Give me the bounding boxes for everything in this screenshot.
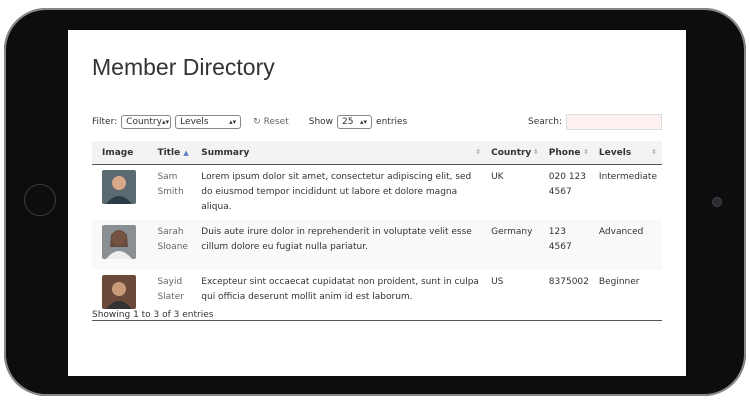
page-size-value: 25 bbox=[342, 117, 354, 127]
select-arrows-icon: ▴▾ bbox=[161, 118, 169, 126]
column-header-summary[interactable]: Summary ⬍ bbox=[196, 141, 487, 165]
column-header-levels[interactable]: Levels ⬍ bbox=[593, 141, 662, 165]
column-header-country[interactable]: Country ⬍ bbox=[486, 141, 544, 165]
reset-button[interactable]: ↻ Reset bbox=[253, 117, 289, 127]
member-summary: Lorem ipsum dolor sit amet, consectetur … bbox=[201, 172, 472, 212]
camera-icon bbox=[712, 197, 722, 207]
column-summary-label: Summary bbox=[201, 147, 250, 158]
levels-select-value: Levels bbox=[180, 117, 209, 127]
avatar bbox=[102, 170, 136, 204]
table-row: Sarah Sloane Duis aute irure dolor in re… bbox=[92, 220, 662, 270]
search-input[interactable] bbox=[566, 114, 662, 130]
select-arrows-icon: ▴▾ bbox=[229, 118, 237, 126]
member-title: Sam Smith bbox=[157, 172, 184, 197]
page-size-select[interactable]: 25 ▴▾ bbox=[337, 115, 373, 129]
table-row: Sam Smith Lorem ipsum dolor sit amet, co… bbox=[92, 165, 662, 221]
table-row: Sayid Slater Excepteur sint occaecat cup… bbox=[92, 270, 662, 321]
avatar bbox=[102, 225, 136, 259]
member-phone: 020 123 4567 bbox=[548, 172, 587, 197]
avatar bbox=[102, 275, 136, 309]
search-label: Search: bbox=[528, 117, 562, 127]
filter-bar: Filter: Country ▴▾ Levels ▴▾ ↻ Reset Show … bbox=[92, 114, 662, 130]
country-select[interactable]: Country ▴▾ bbox=[121, 115, 172, 129]
member-country: US bbox=[486, 270, 544, 321]
column-header-image: Image bbox=[92, 141, 153, 165]
member-summary: Duis aute irure dolor in reprehenderit i… bbox=[196, 220, 487, 270]
sort-icon: ⬍ bbox=[583, 147, 589, 156]
member-phone: 8375002 bbox=[543, 270, 594, 321]
member-phone: 123 4567 bbox=[543, 220, 594, 270]
screen: Member Directory Filter: Country ▴▾ Level… bbox=[68, 30, 686, 376]
member-level: Beginner bbox=[593, 270, 662, 321]
member-title: Sayid Slater bbox=[152, 270, 197, 321]
entries-label: entries bbox=[376, 117, 408, 127]
column-header-phone[interactable]: Phone ⬍ bbox=[543, 141, 594, 165]
member-level: Intermediate bbox=[598, 172, 657, 182]
sort-icon: ⬍ bbox=[651, 147, 657, 156]
member-country: UK bbox=[491, 172, 504, 182]
country-select-value: Country bbox=[126, 117, 162, 127]
column-title-label: Title bbox=[157, 147, 181, 158]
levels-select[interactable]: Levels ▴▾ bbox=[175, 115, 242, 129]
filter-label: Filter: bbox=[92, 117, 118, 127]
sort-asc-icon: ▲ bbox=[183, 148, 189, 157]
column-phone-label: Phone bbox=[548, 147, 581, 158]
member-country: Germany bbox=[486, 220, 544, 270]
reset-icon: ↻ bbox=[253, 117, 261, 127]
member-summary: Excepteur sint occaecat cupidatat non pr… bbox=[196, 270, 487, 321]
reset-label: Reset bbox=[263, 117, 289, 127]
member-title: Sarah Sloane bbox=[152, 220, 197, 270]
member-level: Advanced bbox=[593, 220, 662, 270]
members-table: Image Title ▲ Summary ⬍ Country ⬍ Phone ⬍ L… bbox=[92, 141, 662, 321]
column-header-title[interactable]: Title ▲ bbox=[152, 141, 197, 165]
table-info: Showing 1 to 3 of 3 entries bbox=[92, 310, 214, 320]
sort-icon: ⬍ bbox=[532, 147, 539, 156]
show-label: Show bbox=[308, 117, 334, 127]
search: Search: bbox=[528, 114, 662, 130]
home-button[interactable] bbox=[24, 184, 56, 216]
column-country-label: Country bbox=[491, 147, 532, 158]
column-levels-label: Levels bbox=[598, 147, 632, 158]
page-title: Member Directory bbox=[92, 54, 275, 80]
select-arrows-icon: ▴▾ bbox=[360, 118, 368, 126]
sort-icon: ⬍ bbox=[475, 147, 482, 156]
